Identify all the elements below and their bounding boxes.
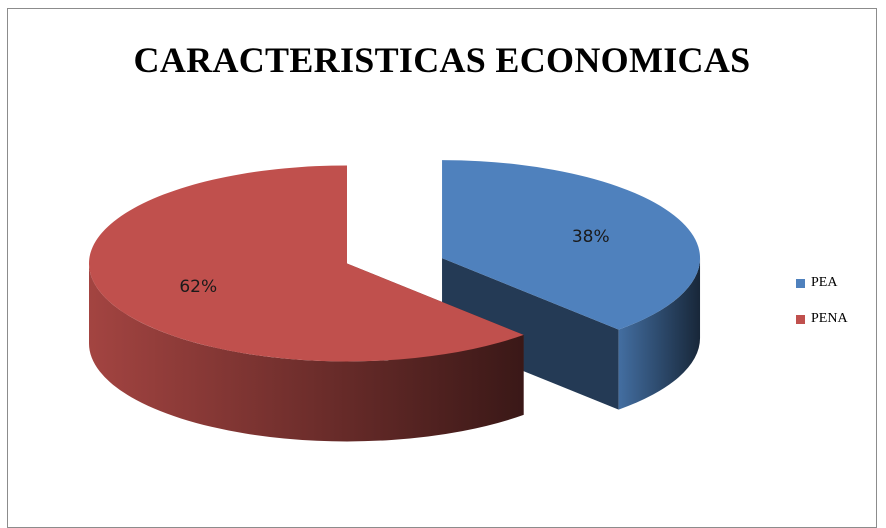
legend-item-pena: PENA xyxy=(796,308,848,330)
pie-slice-pena: 62% xyxy=(88,165,524,442)
legend-label-pea: PEA xyxy=(811,275,838,290)
legend-item-pea: PEA xyxy=(796,272,848,294)
legend-label-pena: PENA xyxy=(811,311,848,326)
pie-slice-pena-top xyxy=(88,165,524,362)
data-label-pea: 38% xyxy=(572,227,610,247)
chart-title: CARACTERISTICAS ECONOMICAS xyxy=(133,40,751,80)
legend: PEA PENA xyxy=(796,272,848,344)
pie-slice-pea-cut-face xyxy=(442,258,619,410)
legend-swatch-pea xyxy=(796,278,805,288)
pie-slice-pea-top xyxy=(442,160,701,330)
pie-slice-pea: 38% xyxy=(442,160,701,410)
pie-slice-pea-side xyxy=(618,258,701,410)
legend-swatch-pena xyxy=(796,314,805,324)
data-label-pena: 62% xyxy=(179,277,217,297)
pie-slice-pena-side xyxy=(89,263,524,442)
